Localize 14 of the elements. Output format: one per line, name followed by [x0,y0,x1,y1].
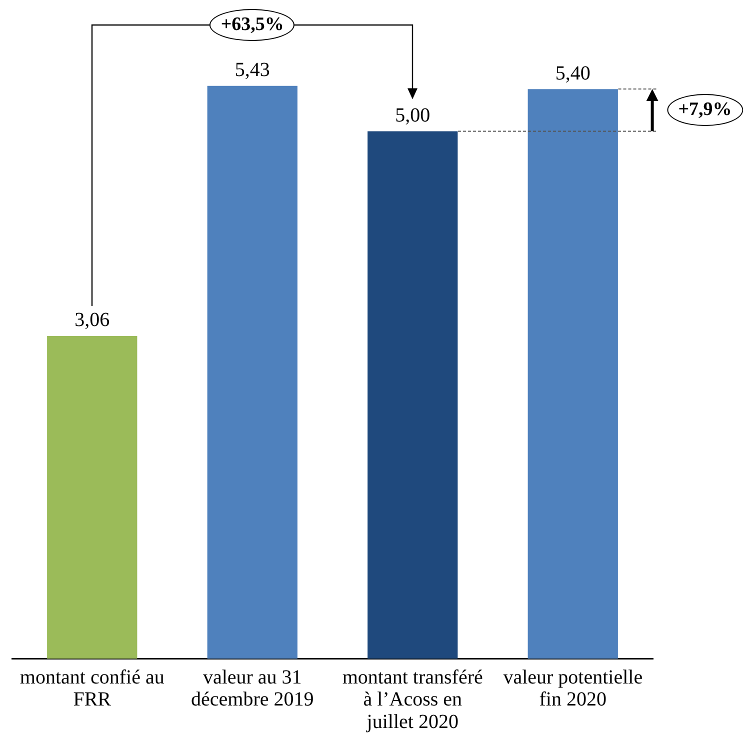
data-label: 5,40 [555,62,590,84]
bar [528,89,618,659]
data-label: 5,43 [234,59,270,82]
x-tick-label: valeur au 31 décembre 2019 [191,666,314,711]
x-tick-label: montant confié au FRR [20,666,164,711]
text: +63,5% [210,9,295,41]
bar [368,131,458,659]
x-tick-label: valeur potentielle fin 2020 [503,666,643,711]
text: +7,9% [667,94,743,126]
data-label: 3,06 [74,309,110,332]
x-tick-label: montant transféré à l’Acoss en juillet 2020 [342,666,483,734]
bar [47,336,138,659]
bar [207,86,298,659]
data-label: 5,00 [395,104,430,127]
